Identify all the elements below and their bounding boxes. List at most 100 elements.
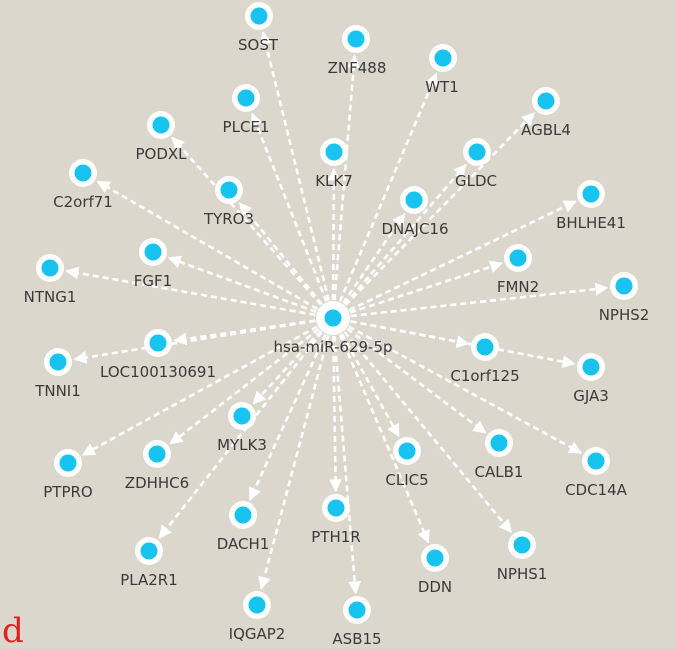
node-znf488[interactable] xyxy=(347,30,365,48)
edge-calb1 xyxy=(346,327,487,434)
node-nphs2[interactable] xyxy=(615,277,633,295)
label-zdhhc6: ZDHHC6 xyxy=(125,474,189,492)
node-agbl4[interactable] xyxy=(537,92,555,110)
node-sost[interactable] xyxy=(250,7,268,25)
label-fmn2: FMN2 xyxy=(497,278,539,296)
edge-bhlhe41 xyxy=(348,200,577,312)
edge-podxl xyxy=(171,136,322,306)
label-agbl4: AGBL4 xyxy=(521,121,571,139)
hub-label: hsa-miR-629-5p xyxy=(273,338,392,356)
node-pth1r[interactable] xyxy=(327,499,345,517)
node-fmn2[interactable] xyxy=(509,249,527,267)
node-nphs1[interactable] xyxy=(513,536,531,554)
label-pth1r: PTH1R xyxy=(311,528,360,546)
node-plce1[interactable] xyxy=(237,89,255,107)
edge-gja3 xyxy=(350,320,576,369)
node-dach1[interactable] xyxy=(234,506,252,524)
node-ptpro[interactable] xyxy=(59,454,77,472)
label-nphs1: NPHS1 xyxy=(497,565,548,583)
edge-cdc14a xyxy=(348,325,583,455)
label-tnni1: TNNI1 xyxy=(34,382,81,400)
node-loc100130691[interactable] xyxy=(149,334,167,352)
node-ntng1[interactable] xyxy=(41,259,59,277)
edge-plce1 xyxy=(250,112,328,302)
label-klk7: KLK7 xyxy=(315,172,353,190)
edge-pla2r1 xyxy=(158,331,323,539)
label-bhlhe41: BHLHE41 xyxy=(556,214,626,232)
node-iqgap2[interactable] xyxy=(248,596,266,614)
hub-node[interactable] xyxy=(324,309,342,327)
node-pla2r1[interactable] xyxy=(140,542,158,560)
node-gja3[interactable] xyxy=(582,358,600,376)
edge-pth1r xyxy=(329,335,343,493)
edge-mylk3 xyxy=(252,330,322,405)
label-loc100130691: LOC100130691 xyxy=(100,363,216,381)
label-mylk3: MYLK3 xyxy=(217,436,267,454)
label-cdc14a: CDC14A xyxy=(565,481,628,499)
edge-ntng1 xyxy=(65,266,316,317)
label-dach1: DACH1 xyxy=(217,535,270,553)
label-calb1: CALB1 xyxy=(475,463,524,481)
labels-layer: SOST ZNF488 WT1 AGBL4 PLCE1 KLK7 GLDC PODXL TYRO… xyxy=(24,36,650,648)
label-ptpro: PTPRO xyxy=(43,483,92,501)
label-ntng1: NTNG1 xyxy=(24,288,77,306)
edge-sost xyxy=(259,31,330,301)
edge-nphs1 xyxy=(343,331,513,533)
node-tnni1[interactable] xyxy=(49,353,67,371)
node-mylk3[interactable] xyxy=(233,407,251,425)
edge-tyro3 xyxy=(238,202,323,305)
node-tyro3[interactable] xyxy=(220,181,238,199)
node-zdhhc6[interactable] xyxy=(148,445,166,463)
node-clic5[interactable] xyxy=(398,442,416,460)
node-wt1[interactable] xyxy=(434,49,452,67)
label-dnajc16: DNAJC16 xyxy=(381,220,448,238)
edge-tnni1 xyxy=(73,319,316,364)
edge-dnajc16 xyxy=(342,212,406,304)
node-asb15[interactable] xyxy=(348,601,366,619)
label-ddn: DDN xyxy=(418,578,452,596)
label-plce1: PLCE1 xyxy=(223,118,270,136)
label-c1orf125: C1orf125 xyxy=(450,367,519,385)
edge-asb15 xyxy=(333,335,362,595)
label-gldc: GLDC xyxy=(455,172,497,190)
edge-gldc xyxy=(343,163,467,306)
node-podxl[interactable] xyxy=(152,116,170,134)
edge-klk7 xyxy=(327,167,341,301)
label-podxl: PODXL xyxy=(135,145,187,163)
edge-fmn2 xyxy=(349,260,504,314)
node-calb1[interactable] xyxy=(490,434,508,452)
node-bhlhe41[interactable] xyxy=(582,185,600,203)
label-asb15: ASB15 xyxy=(332,630,381,648)
edge-ptpro xyxy=(81,325,318,456)
label-znf488: ZNF488 xyxy=(328,59,387,77)
node-c1orf125[interactable] xyxy=(476,338,494,356)
node-klk7[interactable] xyxy=(325,143,343,161)
node-dnajc16[interactable] xyxy=(405,191,423,209)
edge-znf488 xyxy=(333,54,361,301)
label-nphs2: NPHS2 xyxy=(599,306,650,324)
node-fgf1[interactable] xyxy=(144,243,162,261)
label-pla2r1: PLA2R1 xyxy=(120,571,178,589)
label-gja3: GJA3 xyxy=(573,387,609,405)
edge-iqgap2 xyxy=(258,335,330,590)
label-clic5: CLIC5 xyxy=(385,471,428,489)
edge-fgf1 xyxy=(167,255,317,314)
edge-dach1 xyxy=(248,333,327,501)
edge-c2orf71 xyxy=(96,180,319,311)
edge-nphs2 xyxy=(350,282,609,318)
label-c2orf71: C2orf71 xyxy=(53,193,113,211)
node-ddn[interactable] xyxy=(426,549,444,567)
label-wt1: WT1 xyxy=(425,78,459,96)
edge-agbl4 xyxy=(344,112,536,307)
node-cdc14a[interactable] xyxy=(587,452,605,470)
label-tyro3: TYRO3 xyxy=(203,210,254,228)
panel-label: d xyxy=(2,611,24,649)
label-iqgap2: IQGAP2 xyxy=(229,625,286,643)
node-gldc[interactable] xyxy=(468,143,486,161)
node-c2orf71[interactable] xyxy=(74,164,92,182)
nodes-layer xyxy=(36,2,638,624)
edge-ddn xyxy=(338,334,430,544)
edge-wt1 xyxy=(338,72,438,302)
